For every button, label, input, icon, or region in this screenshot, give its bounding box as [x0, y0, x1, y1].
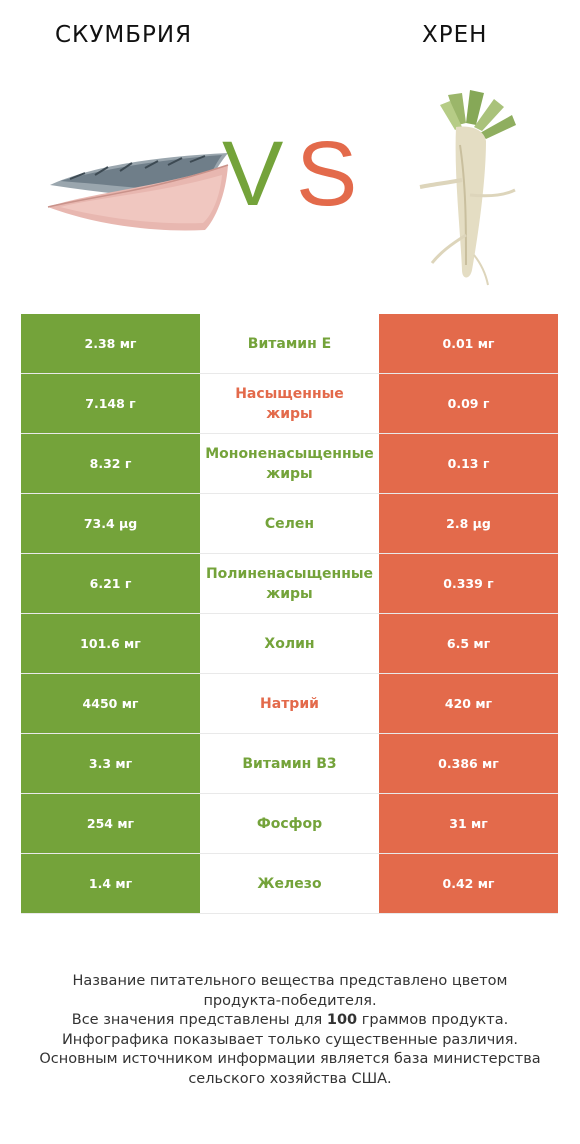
table-row: 2.38 мг Витамин E 0.01 мг	[21, 314, 558, 374]
table-row: 6.21 г Полиненасыщенные жиры 0.339 г	[21, 554, 558, 614]
nutrient-name: Фосфор	[256, 815, 323, 832]
footer-line-6: сельского хозяйства США.	[188, 1070, 392, 1087]
table-row: 1.4 мг Железо 0.42 мг	[21, 854, 558, 914]
right-value: 0.386 мг	[379, 734, 558, 793]
nutrient-name: Мононенасыщенные жиры	[205, 445, 374, 482]
nutrient-name: Полиненасыщенные жиры	[205, 565, 374, 602]
left-product-title: СКУМБРИЯ	[55, 22, 193, 48]
footer-line-5: Основным источником информации является …	[39, 1051, 541, 1067]
nutrient-name: Витамин E	[247, 335, 332, 352]
right-value: 0.01 мг	[379, 314, 558, 373]
footer-line-2: продукта-победителя.	[203, 992, 377, 1009]
right-product-title: ХРЕН	[422, 22, 488, 48]
left-value: 254 мг	[21, 794, 200, 853]
table-row: 3.3 мг Витамин B3 0.386 мг	[21, 734, 558, 794]
left-value: 2.38 мг	[21, 314, 200, 373]
footer-line-1: Название питательного вещества представл…	[72, 973, 508, 989]
right-value: 0.09 г	[379, 374, 558, 433]
right-value: 2.8 µg	[379, 494, 558, 553]
left-value: 7.148 г	[21, 374, 200, 433]
footer-line-3-prefix: Все значения представлены для	[71, 1012, 327, 1028]
left-value: 101.6 мг	[21, 614, 200, 673]
vs-letter-s: S	[296, 123, 358, 225]
footer-line-4: Инфографика показывает только существенн…	[61, 1031, 519, 1048]
left-value: 4450 мг	[21, 674, 200, 733]
vs-letter-v: V	[222, 123, 284, 225]
left-value: 6.21 г	[21, 554, 200, 613]
table-row: 7.148 г Насыщенные жиры 0.09 г	[21, 374, 558, 434]
right-value: 6.5 мг	[379, 614, 558, 673]
left-value: 1.4 мг	[21, 854, 200, 913]
right-value: 0.13 г	[379, 434, 558, 493]
right-value: 31 мг	[379, 794, 558, 853]
nutrient-name: Железо	[257, 875, 322, 892]
footer-line-3-bold: 100	[326, 1012, 358, 1028]
left-value: 73.4 µg	[21, 494, 200, 553]
nutrient-name: Насыщенные жиры	[235, 385, 344, 422]
footer-line-3-suffix: граммов продукта.	[357, 1012, 509, 1028]
table-row: 8.32 г Мононенасыщенные жиры 0.13 г	[21, 434, 558, 494]
left-value: 8.32 г	[21, 434, 200, 493]
left-value: 3.3 мг	[21, 734, 200, 793]
right-value: 0.42 мг	[379, 854, 558, 913]
table-row: 73.4 µg Селен 2.8 µg	[21, 494, 558, 554]
table-row: 4450 мг Натрий 420 мг	[21, 674, 558, 734]
nutrient-name: Селен	[264, 515, 315, 532]
right-value: 0.339 г	[379, 554, 558, 613]
horseradish-image	[419, 90, 516, 286]
right-value: 420 мг	[379, 674, 558, 733]
comparison-table: 2.38 мг Витамин E 0.01 мг 7.148 г Насыщенные…	[21, 314, 558, 914]
table-row: 254 мг Фосфор 31 мг	[21, 794, 558, 854]
nutrient-name: Натрий	[260, 695, 319, 712]
footer-notes: Название питательного вещества представл…	[0, 972, 580, 1089]
table-row: 101.6 мг Холин 6.5 мг	[21, 614, 558, 674]
mackerel-image	[47, 153, 229, 231]
nutrient-name: Холин	[264, 635, 315, 652]
nutrient-name: Витамин B3	[242, 755, 337, 772]
hero-illustration	[47, 90, 516, 286]
